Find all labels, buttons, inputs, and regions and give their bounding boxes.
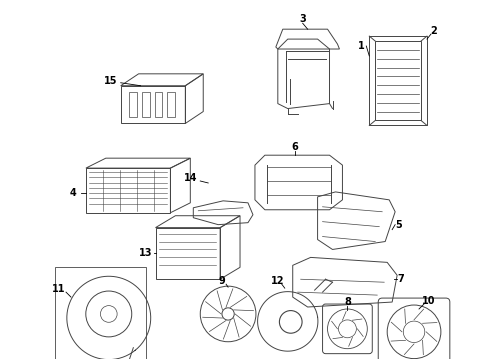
Text: 11: 11 <box>52 284 66 294</box>
Text: 8: 8 <box>344 297 351 307</box>
Text: 13: 13 <box>139 248 152 258</box>
Text: 2: 2 <box>431 26 437 36</box>
Text: 6: 6 <box>292 142 298 152</box>
Text: 15: 15 <box>104 76 118 86</box>
Text: 9: 9 <box>219 276 225 286</box>
Text: 5: 5 <box>396 220 402 230</box>
Text: 14: 14 <box>184 173 197 183</box>
Text: 7: 7 <box>398 274 404 284</box>
Text: 10: 10 <box>422 296 436 306</box>
Text: 1: 1 <box>358 41 365 51</box>
Text: 4: 4 <box>70 188 76 198</box>
Text: 3: 3 <box>299 14 306 24</box>
Text: 12: 12 <box>271 276 285 286</box>
